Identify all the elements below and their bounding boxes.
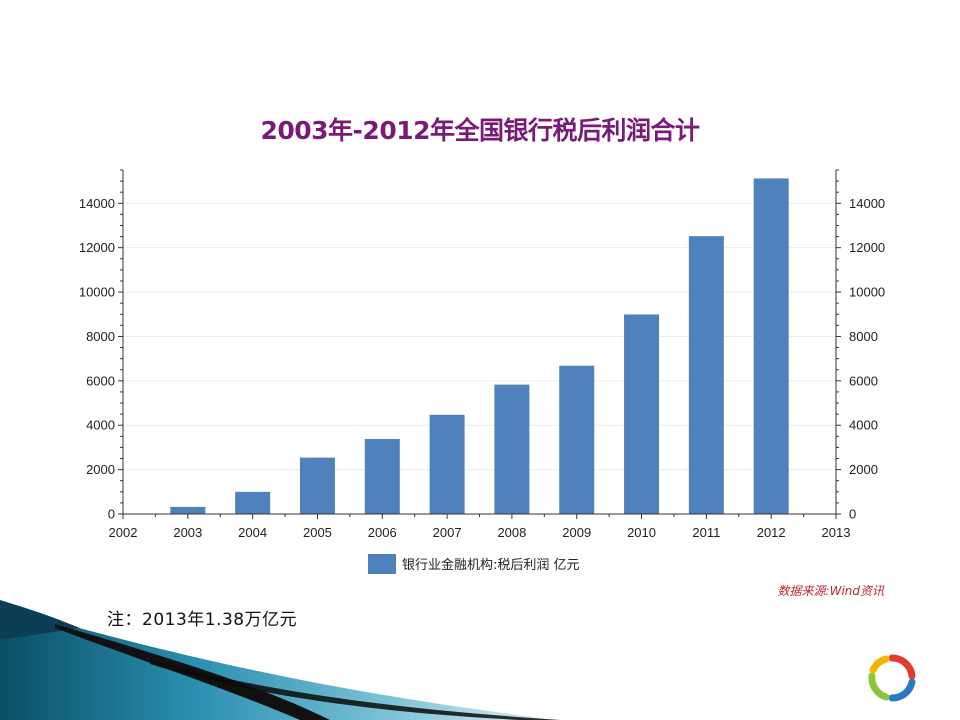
bar-2009: [559, 365, 595, 514]
bar-chart: 0 0 2000 2000 4000 4000 6000 6000 8000 8000 10000 1…: [79, 169, 885, 574]
legend: 银行业金融机构:税后利润 亿元: [368, 554, 580, 574]
x-tick-label: 2007: [433, 525, 462, 540]
data-source-note: 数据来源:Wind资讯: [777, 584, 884, 598]
bar-2004: [235, 491, 271, 514]
bar-2006: [364, 438, 400, 514]
legend-swatch: [368, 554, 396, 574]
x-tick-label: 2013: [822, 525, 851, 540]
bar-2008: [494, 384, 530, 514]
y-tick-label-left: 6000: [86, 373, 115, 388]
x-tick-label: 2012: [757, 525, 786, 540]
y-tick-label-right: 14000: [849, 196, 885, 211]
y-tick-label-right: 10000: [849, 285, 885, 300]
y-tick-label-right: 12000: [849, 240, 885, 255]
company-logo: [868, 654, 916, 702]
footnote: 注：2013年1.38万亿元: [107, 610, 298, 630]
x-tick-label: 2010: [627, 525, 656, 540]
y-tick-label-left: 0: [108, 507, 115, 522]
x-tick-label: 2005: [303, 525, 332, 540]
x-tick-label: 2004: [238, 525, 267, 540]
x-tick-label: 2011: [692, 525, 720, 540]
y-tick-label-right: 0: [849, 507, 856, 522]
bar-2011: [688, 236, 724, 514]
y-tick-label-right: 8000: [849, 329, 878, 344]
x-tick-label: 2002: [109, 525, 138, 540]
y-tick-label-right: 4000: [849, 418, 878, 433]
y-tick-label-left: 2000: [86, 462, 115, 477]
legend-label: 银行业金融机构:税后利润 亿元: [402, 557, 580, 573]
bar-2005: [299, 457, 335, 514]
grid-lines: [123, 202, 836, 471]
bar-2003: [170, 506, 206, 514]
x-tick-label: 2006: [368, 525, 397, 540]
y-tick-label-left: 10000: [79, 285, 115, 300]
y-tick-label-right: 2000: [849, 462, 878, 477]
bar-2010: [624, 314, 660, 514]
y-tick-label-left: 8000: [86, 329, 115, 344]
chart-title: 2003年-2012年全国银行税后利润合计: [260, 116, 700, 145]
x-tick-label: 2009: [562, 525, 591, 540]
y-tick-label-left: 14000: [79, 196, 115, 211]
axes: [118, 169, 841, 519]
y-tick-label-right: 6000: [849, 373, 878, 388]
bars: [170, 178, 789, 515]
bar-2007: [429, 414, 465, 514]
x-tick-label: 2003: [173, 525, 202, 540]
bar-2012: [753, 178, 789, 515]
y-tick-label-left: 4000: [86, 418, 115, 433]
tick-labels: 0 0 2000 2000 4000 4000 6000 6000 8000 8000 10000 1…: [79, 196, 885, 540]
y-tick-label-left: 12000: [79, 240, 115, 255]
x-tick-label: 2008: [497, 525, 526, 540]
